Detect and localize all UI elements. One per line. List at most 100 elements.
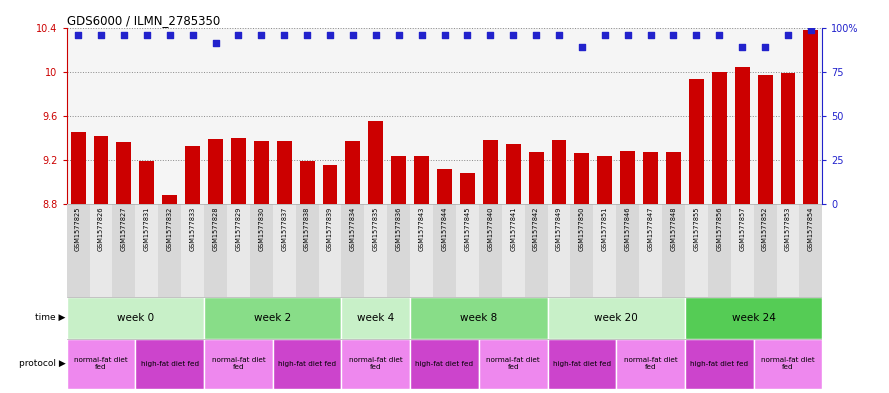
Bar [456,204,479,297]
Bar [135,204,158,297]
Bar [158,204,181,297]
Point [300,32,314,39]
Point [414,32,428,39]
Text: week 24: week 24 [732,312,775,323]
Text: GSM1577844: GSM1577844 [442,207,447,252]
Text: protocol ▶: protocol ▶ [19,359,66,368]
Text: GSM1577848: GSM1577848 [670,207,677,252]
Bar [548,204,571,297]
Text: GSM1577828: GSM1577828 [212,207,219,252]
Text: GSM1577832: GSM1577832 [167,207,172,251]
Bar [548,297,685,339]
Bar [506,145,521,204]
Text: GSM1577845: GSM1577845 [464,207,470,252]
Point [575,44,589,51]
Bar [410,297,548,339]
Bar [231,138,246,204]
Text: normal-fat diet
fed: normal-fat diet fed [348,357,403,370]
Point [597,32,612,39]
Bar [616,204,639,297]
Text: week 20: week 20 [595,312,638,323]
Point [71,32,85,39]
Text: week 8: week 8 [461,312,498,323]
Bar [364,204,388,297]
Bar [708,204,731,297]
Text: normal-fat diet
fed: normal-fat diet fed [761,357,815,370]
Bar [754,339,822,389]
Bar [571,204,593,297]
Point [323,32,337,39]
Point [277,32,292,39]
Bar [483,140,498,204]
Bar [71,132,85,204]
Bar [639,204,662,297]
Bar [300,161,315,204]
Bar [388,204,410,297]
Text: high-fat diet fed: high-fat diet fed [278,361,336,367]
Bar [116,142,132,204]
Bar [479,204,501,297]
Bar [296,204,318,297]
Point [461,32,475,39]
Bar [574,153,589,204]
Text: GSM1577825: GSM1577825 [76,207,81,252]
Bar [643,152,658,204]
Text: GSM1577856: GSM1577856 [717,207,722,252]
Text: time ▶: time ▶ [36,313,66,322]
Text: GSM1577830: GSM1577830 [259,207,264,251]
Text: GSM1577853: GSM1577853 [785,207,791,251]
Bar [666,152,681,204]
Bar [341,297,410,339]
Bar [67,297,204,339]
Point [529,32,543,39]
Text: week 4: week 4 [357,312,395,323]
Point [369,32,383,39]
Text: GSM1577849: GSM1577849 [556,207,562,251]
Point [758,44,773,51]
Bar [341,339,410,389]
Point [163,32,177,39]
Bar [689,79,704,204]
Bar [185,145,200,204]
Bar [208,139,223,204]
Point [552,32,566,39]
Text: GSM1577851: GSM1577851 [602,207,608,251]
Bar [318,204,341,297]
Point [346,32,360,39]
Point [254,32,268,39]
Text: GSM1577839: GSM1577839 [327,207,333,251]
Bar [227,204,250,297]
Bar [616,339,685,389]
Point [621,32,635,39]
Bar [551,140,566,204]
Text: GDS6000 / ILMN_2785350: GDS6000 / ILMN_2785350 [67,15,220,28]
Point [391,32,405,39]
Point [781,32,795,39]
Bar [391,156,406,204]
Text: high-fat diet fed: high-fat diet fed [553,361,611,367]
Bar [460,173,475,204]
Bar [273,204,296,297]
Bar [135,339,204,389]
Point [644,32,658,39]
Point [804,27,818,33]
Text: normal-fat diet
fed: normal-fat diet fed [74,357,128,370]
Bar [67,204,90,297]
Text: high-fat diet fed: high-fat diet fed [690,361,749,367]
Bar [323,165,338,204]
Point [712,32,726,39]
Bar [525,204,548,297]
Text: GSM1577835: GSM1577835 [372,207,379,251]
Bar [776,204,799,297]
Bar [276,141,292,204]
Bar [437,169,452,204]
Bar [204,339,273,389]
Text: high-fat diet fed: high-fat diet fed [140,361,199,367]
Bar [731,204,754,297]
Text: GSM1577837: GSM1577837 [281,207,287,251]
Text: GSM1577826: GSM1577826 [98,207,104,252]
Bar [597,156,613,204]
Bar [410,339,479,389]
Bar [781,73,796,204]
Bar [273,339,341,389]
